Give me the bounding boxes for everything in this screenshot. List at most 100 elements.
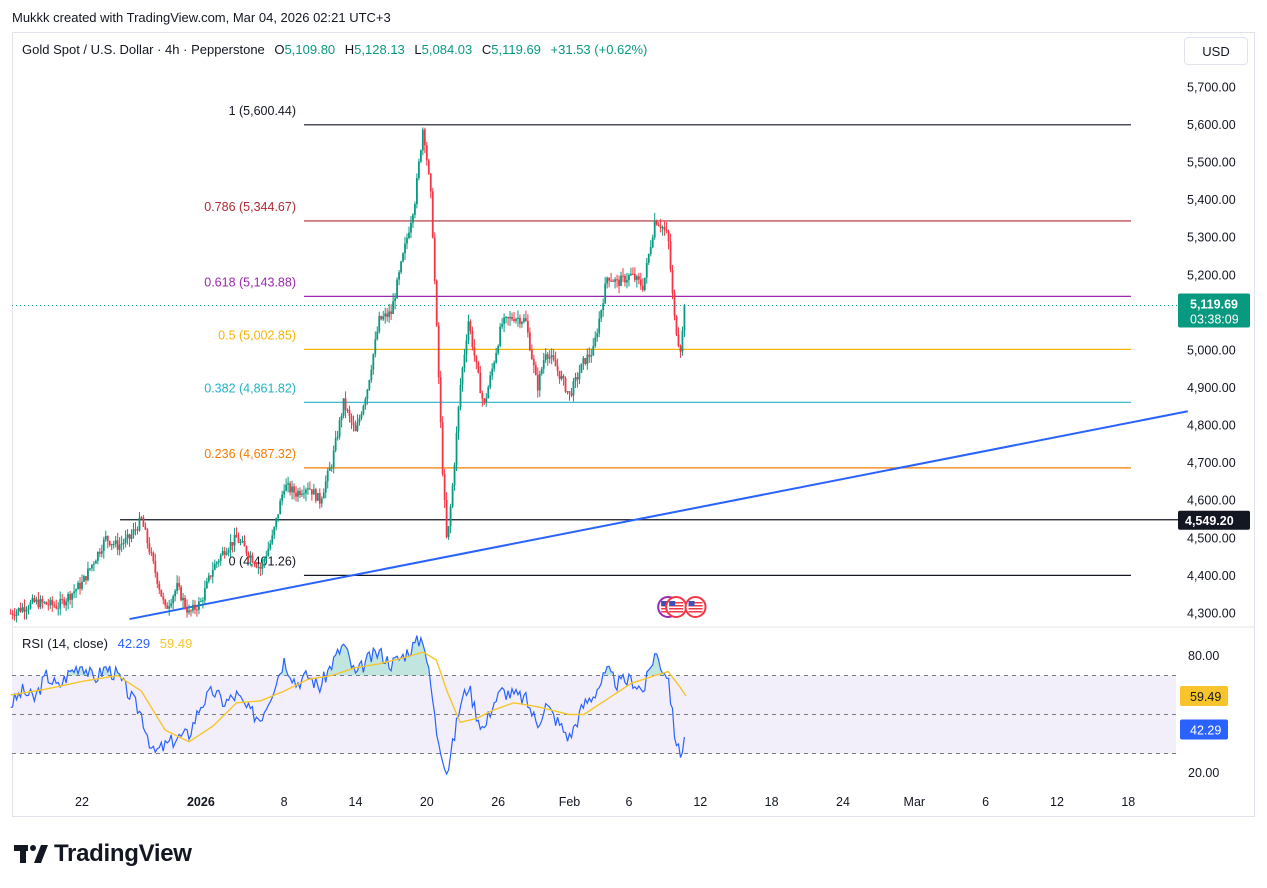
trendline[interactable] [129,410,1188,621]
candle-body [457,406,460,433]
tradingview-logo[interactable]: TradingView [14,840,192,868]
low-value: 5,084.03 [421,42,473,57]
candle-body [509,316,511,319]
candle-body [320,498,323,504]
symbol-title[interactable]: Gold Spot / U.S. Dollar · 4h · Peppersto… [22,42,265,57]
candle-body [120,543,123,545]
open-value: 5,109.80 [284,42,336,57]
candle-body [170,603,173,607]
candle-body [305,489,307,494]
candle-body [194,604,196,610]
candle-body [653,220,656,238]
candle-body [560,375,563,380]
current-price-tag[interactable] [1178,293,1250,328]
candle-body [33,597,36,602]
y-tick-label: 4,800.00 [1187,419,1236,433]
candle-body [314,489,317,501]
x-tick-label: 18 [1121,795,1135,809]
rsi-value-tag[interactable] [1180,719,1228,740]
candle-body [483,398,486,403]
candle-body [679,346,682,352]
candle-body [372,354,375,370]
candle-body [21,607,24,612]
fib-level-label: 0.382 (4,861.82) [204,381,296,395]
fib-level-label: 0.786 (5,344.67) [204,200,296,214]
candle-body [626,280,628,283]
candle-body [455,432,458,465]
us-flag-icon[interactable] [665,596,688,618]
candle-body [469,321,472,331]
candle-body [231,542,234,546]
rsi-ma-line[interactable] [10,651,687,743]
candle-body [538,373,541,391]
candle-body [437,325,440,378]
rsi-tick-label: 80.00 [1188,649,1219,663]
rsi-title[interactable]: RSI (14, close) [22,636,108,651]
candle-body [586,354,589,364]
candle-body [473,347,476,356]
candle-body [277,514,280,519]
candle-body [459,384,462,407]
candle-body [265,555,268,559]
candle-body [162,596,165,600]
candle-body [172,596,175,604]
candle-body [307,488,309,490]
candle-body [158,583,161,590]
candle-body [53,605,56,607]
candle-body [134,529,137,531]
candle-body [475,355,478,363]
candle-body [281,494,284,501]
candle-body [441,422,444,475]
candle-body [164,599,167,606]
candle-body [647,254,650,263]
candle-body [612,280,614,282]
candle-body [89,568,91,570]
y-tick-label: 5,000.00 [1187,343,1236,357]
rsi-legend-value: 42.29 [117,636,151,651]
candle-body [51,599,54,606]
candle-body [15,611,18,616]
candle-body [293,486,295,493]
candle-body [582,358,585,364]
candle-body [542,360,545,369]
rsi-ma-tag[interactable] [1180,685,1228,706]
candle-body [55,605,58,609]
candle-body [445,499,448,538]
candle-body [374,339,377,355]
candle-body [558,370,561,380]
candle-body [481,393,484,399]
x-tick-label: 12 [1050,795,1064,809]
level-price-tag[interactable] [1178,510,1250,530]
current-price-value: 5,119.69 [1190,297,1238,311]
candle-body [43,602,46,604]
candle-body [77,582,79,590]
candle-body [225,552,228,555]
candle-body [380,316,383,320]
y-tick-label: 4,500.00 [1187,531,1236,545]
candle-body [106,535,109,542]
candle-body [552,355,555,360]
currency-button[interactable]: USD [1184,37,1248,65]
candle-body [57,608,60,610]
candle-body [267,548,270,556]
candle-body [263,558,266,562]
candle-body [554,359,557,367]
candle-body [513,319,515,321]
candle-body [550,355,553,357]
candle-body [330,467,333,469]
candle-body [61,599,64,601]
candle-body [215,562,218,564]
candle-body [548,356,551,359]
candle-body [104,535,107,540]
us-flag-icon[interactable] [684,596,707,618]
candle-body [67,594,70,602]
candle-body [31,597,34,603]
candle-body [578,372,581,380]
candle-body [65,601,68,606]
candle-body [447,526,450,538]
candle-body [427,160,430,174]
candle-body [536,374,539,391]
y-tick-label: 4,600.00 [1187,494,1236,508]
candle-body [150,552,153,554]
